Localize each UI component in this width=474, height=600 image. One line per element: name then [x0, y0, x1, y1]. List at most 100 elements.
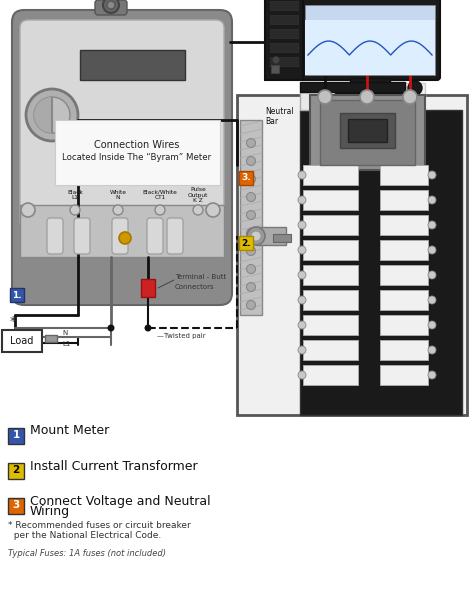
Circle shape: [155, 205, 165, 215]
FancyBboxPatch shape: [265, 0, 303, 80]
Circle shape: [298, 271, 306, 279]
Text: *: *: [10, 316, 16, 329]
FancyBboxPatch shape: [10, 288, 24, 302]
FancyBboxPatch shape: [141, 279, 155, 297]
FancyBboxPatch shape: [305, 20, 435, 75]
Circle shape: [103, 0, 119, 13]
Circle shape: [206, 203, 220, 217]
FancyBboxPatch shape: [310, 95, 425, 170]
Circle shape: [145, 325, 152, 331]
FancyBboxPatch shape: [380, 265, 428, 285]
Text: L1: L1: [62, 341, 70, 347]
Text: Bar: Bar: [265, 116, 278, 125]
Text: Load: Load: [10, 336, 34, 346]
FancyBboxPatch shape: [240, 120, 262, 315]
Text: per the National Electrical Code.: per the National Electrical Code.: [8, 532, 161, 541]
Circle shape: [107, 1, 115, 9]
FancyBboxPatch shape: [380, 315, 428, 335]
Circle shape: [246, 157, 255, 166]
FancyBboxPatch shape: [273, 234, 291, 242]
FancyBboxPatch shape: [300, 110, 462, 415]
Circle shape: [193, 205, 203, 215]
Circle shape: [246, 175, 255, 184]
Circle shape: [246, 211, 255, 220]
Text: 1: 1: [12, 430, 19, 440]
Circle shape: [428, 171, 436, 179]
Text: Terminal - Butt: Terminal - Butt: [175, 274, 226, 280]
Text: Black
L1: Black L1: [67, 190, 83, 200]
FancyBboxPatch shape: [20, 205, 224, 257]
Circle shape: [70, 205, 80, 215]
FancyBboxPatch shape: [256, 227, 286, 245]
Text: Black/White
CT1: Black/White CT1: [143, 190, 177, 200]
FancyBboxPatch shape: [12, 10, 232, 305]
FancyBboxPatch shape: [320, 100, 415, 165]
Circle shape: [246, 193, 255, 202]
Text: 3.: 3.: [241, 173, 251, 182]
FancyBboxPatch shape: [95, 0, 127, 15]
Circle shape: [360, 90, 374, 104]
Circle shape: [298, 321, 306, 329]
Text: Connection Wires: Connection Wires: [94, 140, 180, 150]
Text: Connectors: Connectors: [175, 284, 215, 290]
Text: White
N: White N: [109, 190, 127, 200]
Circle shape: [21, 203, 35, 217]
Circle shape: [428, 246, 436, 254]
Circle shape: [298, 171, 306, 179]
FancyBboxPatch shape: [80, 50, 185, 80]
Circle shape: [298, 346, 306, 354]
Circle shape: [246, 247, 255, 256]
Circle shape: [298, 296, 306, 304]
Circle shape: [408, 81, 422, 95]
Circle shape: [428, 271, 436, 279]
Circle shape: [119, 232, 131, 244]
FancyBboxPatch shape: [167, 218, 183, 254]
FancyBboxPatch shape: [47, 218, 63, 254]
FancyBboxPatch shape: [348, 119, 387, 142]
Text: 2: 2: [12, 465, 19, 475]
Circle shape: [298, 221, 306, 229]
FancyBboxPatch shape: [335, 86, 405, 93]
FancyBboxPatch shape: [303, 240, 358, 260]
Circle shape: [113, 205, 123, 215]
FancyBboxPatch shape: [74, 218, 90, 254]
FancyBboxPatch shape: [239, 171, 253, 185]
Wedge shape: [34, 97, 52, 133]
FancyBboxPatch shape: [270, 15, 298, 24]
FancyBboxPatch shape: [330, 83, 425, 97]
Text: Pulse
Output
K Z: Pulse Output K Z: [188, 187, 208, 203]
Circle shape: [246, 301, 255, 310]
FancyBboxPatch shape: [8, 463, 24, 479]
FancyBboxPatch shape: [340, 113, 395, 148]
Circle shape: [318, 90, 332, 104]
Circle shape: [273, 56, 280, 64]
FancyBboxPatch shape: [380, 190, 428, 210]
FancyBboxPatch shape: [271, 65, 279, 73]
FancyBboxPatch shape: [303, 165, 358, 185]
Circle shape: [428, 321, 436, 329]
FancyBboxPatch shape: [300, 0, 440, 80]
FancyBboxPatch shape: [303, 365, 358, 385]
FancyBboxPatch shape: [300, 92, 390, 110]
Circle shape: [428, 371, 436, 379]
Text: Mount Meter: Mount Meter: [30, 425, 109, 437]
FancyBboxPatch shape: [55, 120, 220, 185]
FancyBboxPatch shape: [2, 330, 42, 352]
FancyBboxPatch shape: [350, 78, 390, 88]
Circle shape: [298, 196, 306, 204]
FancyBboxPatch shape: [380, 165, 428, 185]
Text: Connect Voltage and Neutral: Connect Voltage and Neutral: [30, 494, 210, 508]
FancyBboxPatch shape: [112, 218, 128, 254]
Circle shape: [246, 265, 255, 274]
Circle shape: [428, 296, 436, 304]
Circle shape: [246, 229, 255, 238]
Circle shape: [428, 346, 436, 354]
FancyBboxPatch shape: [303, 315, 358, 335]
Circle shape: [26, 89, 78, 141]
Circle shape: [298, 246, 306, 254]
FancyBboxPatch shape: [303, 265, 358, 285]
Circle shape: [246, 283, 255, 292]
Text: Install Current Transformer: Install Current Transformer: [30, 460, 198, 473]
Text: N: N: [62, 330, 67, 336]
FancyBboxPatch shape: [300, 82, 405, 92]
